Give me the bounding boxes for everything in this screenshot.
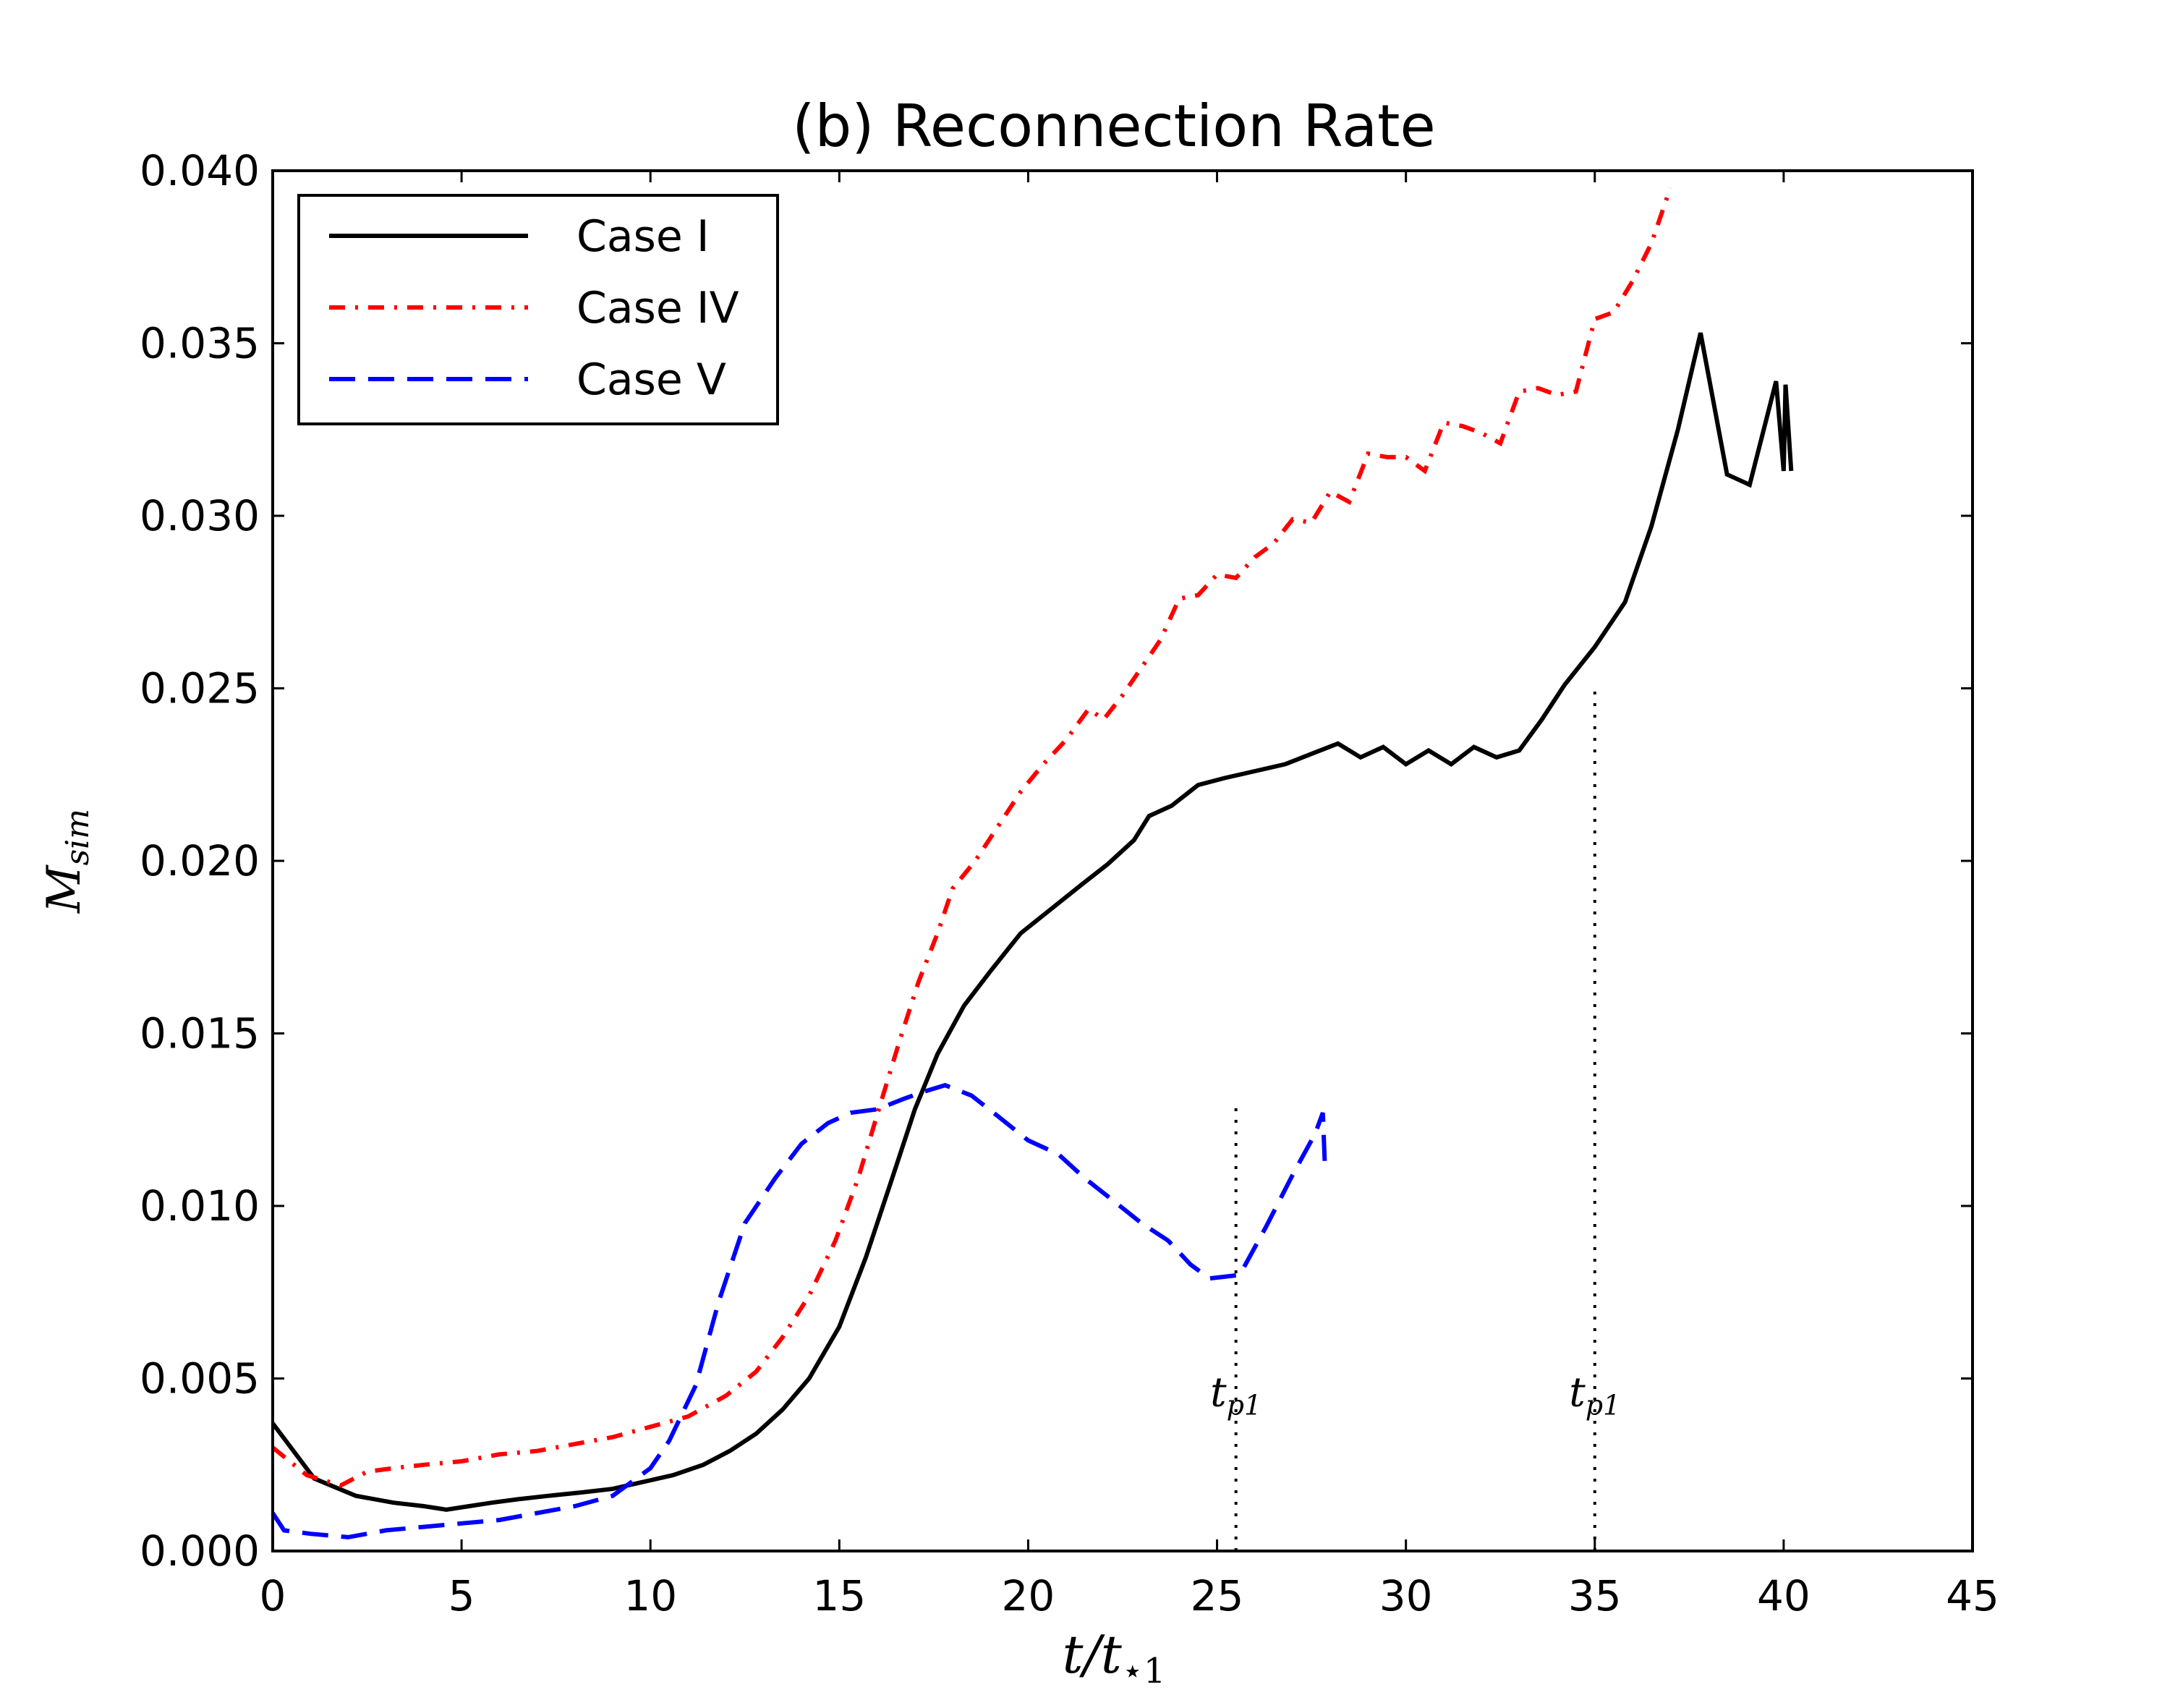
x-tick-label: 20 bbox=[1002, 1571, 1055, 1620]
x-tick-label: 0 bbox=[260, 1571, 286, 1620]
y-tick-label: 0.025 bbox=[140, 664, 260, 713]
plot-frame bbox=[271, 169, 1974, 1552]
legend-label: Case V bbox=[576, 354, 726, 405]
y-tick-label: 0.020 bbox=[140, 836, 260, 885]
series-layer bbox=[271, 187, 1794, 1539]
y-tick-label: 0.000 bbox=[140, 1526, 260, 1576]
y-tick-label: 0.010 bbox=[140, 1181, 260, 1231]
x-tick-label: 10 bbox=[624, 1571, 677, 1620]
legend-label: Case IV bbox=[576, 283, 739, 333]
y-tick-label: 0.030 bbox=[140, 491, 260, 540]
x-tick-label: 25 bbox=[1191, 1571, 1244, 1620]
y-tick-label: 0.005 bbox=[140, 1354, 260, 1403]
y-tick-label: 0.035 bbox=[140, 319, 260, 368]
x-axis-label: t/t⋆1 bbox=[1063, 1624, 1166, 1691]
y-tick-label: 0.040 bbox=[140, 146, 260, 195]
series-line-case-v bbox=[271, 1082, 1327, 1539]
y-tick-label: 0.015 bbox=[140, 1009, 260, 1058]
tp1-marker-label: tp1 bbox=[1569, 1369, 1620, 1422]
chart-title: (b) Reconnection Rate bbox=[792, 93, 1436, 160]
x-tick-label: 30 bbox=[1379, 1571, 1433, 1620]
series-line-case-iv bbox=[271, 187, 1673, 1488]
tick-layer: 0 5 10 15 20 25 30 35 40 45 0.000 0.005 0.010 0.015 0.… bbox=[140, 146, 1999, 1620]
x-tick-label: 15 bbox=[812, 1571, 866, 1620]
x-tick-label: 45 bbox=[1946, 1571, 1999, 1620]
x-tick-label: 35 bbox=[1568, 1571, 1622, 1620]
tp1-marker-label: tp1 bbox=[1210, 1369, 1261, 1422]
annotation-layer: tp1 tp1 bbox=[1210, 688, 1620, 1551]
legend-label: Case I bbox=[576, 211, 710, 262]
x-tick-label: 40 bbox=[1757, 1571, 1811, 1620]
series-line-case-i bbox=[271, 332, 1794, 1512]
x-tick-label: 5 bbox=[448, 1571, 475, 1620]
y-axis-label: Msim bbox=[38, 809, 96, 914]
legend: Case I Case IV Case V bbox=[297, 194, 779, 425]
